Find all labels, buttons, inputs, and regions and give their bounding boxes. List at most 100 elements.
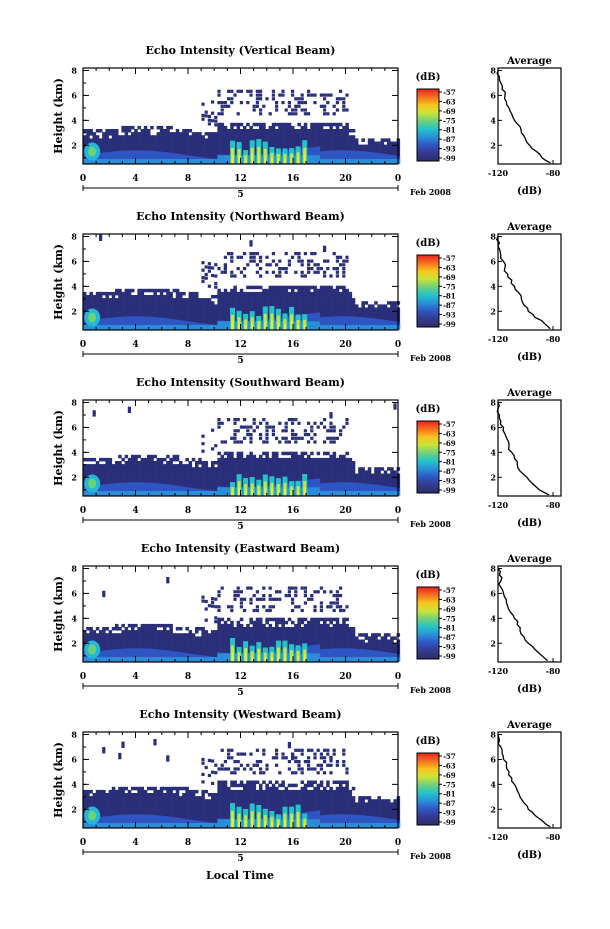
echo-cell [262,135,266,139]
echo-cell [246,304,250,308]
echo-cell [310,252,314,256]
echo-cell [179,138,183,142]
echo-cell [175,479,180,484]
echo-cell [220,101,224,105]
echo-cell [153,467,157,471]
echo-cell [159,313,164,318]
echo-cell [387,150,391,155]
echo-cell [185,313,189,318]
echo-cell [345,298,349,302]
echo-cell [268,132,273,136]
echo-cell [335,147,340,152]
echo-cell [195,132,199,136]
echo-cell [172,479,177,484]
echo-cell [323,112,327,116]
echo-cell [195,485,199,490]
echo-spike [244,324,247,330]
echo-cell [175,310,180,315]
echo-cell [249,93,253,97]
echo-cell [172,457,177,462]
echo-cell [335,138,340,142]
echo-cell [195,310,199,315]
echo-cell [316,451,321,456]
echo-cell [188,147,193,152]
echo-cell [86,470,90,474]
echo-cell [201,319,205,324]
echo-cell [281,267,285,271]
echo-cell [262,298,266,302]
echo-cell [217,313,221,318]
echo-cell [204,485,209,490]
echo-cell [169,307,173,311]
echo-cell [169,461,173,465]
echo-cell [339,476,343,481]
echo-cell [198,310,202,315]
y-tick-label: 4 [71,115,77,125]
echo-cell [214,132,218,136]
echo-cell [83,325,87,330]
echo-cell [175,464,180,468]
echo-cell [211,467,215,471]
echo-cell [249,301,253,305]
echo-cell [153,151,157,164]
colorbar-tick-label: -99 [443,154,456,163]
echo-cell [259,93,263,97]
echo-cell [329,421,333,425]
echo-cell [233,291,237,296]
echo-cell [223,440,227,444]
echo-cell [284,288,289,293]
echo-cell [108,317,113,330]
echo-cell [332,473,337,477]
echo-cell [246,425,250,429]
echo-cell [316,307,321,311]
echo-cell [255,285,260,290]
echo-cell [326,451,330,456]
echo-cell [137,125,141,130]
echo-cell [329,150,333,164]
echo-cell [307,132,311,136]
echo-cell [134,298,138,302]
echo-cell [335,285,340,290]
echo-cell [329,304,333,308]
echo-cell [124,288,129,293]
echo-cell [275,470,279,474]
echo-cell [291,135,295,139]
echo-cell [105,484,109,496]
echo-cell [121,642,125,647]
echo-cell [380,153,385,164]
echo-cell [195,307,199,311]
echo-cell [393,307,397,311]
echo-cell [390,310,394,315]
echo-cell [169,479,173,484]
echo-cell [294,138,298,142]
echo-cell [223,470,228,474]
echo-cell [342,150,346,164]
echo-cell [339,310,343,315]
echo-cell [220,487,225,496]
echo-cell [143,310,148,315]
echo-cell [99,476,103,481]
echo-cell [287,418,291,422]
echo-cell [310,138,314,142]
x-tick-label: 8 [185,174,191,184]
echo-cell [172,313,177,318]
echo-cell [207,114,211,118]
y-tick-label: 8 [71,231,77,241]
avg-y-tick-label: 4 [490,115,496,125]
echo-cell [105,639,109,643]
echo-cell [262,295,266,299]
x-tick-label: 20 [339,506,352,516]
echo-spike [231,491,234,496]
echo-cell [108,325,113,330]
echo-cell [393,470,397,474]
echo-cell [159,473,164,477]
echo-cell [326,129,330,133]
echo-cell [207,150,212,155]
echo-cell [249,135,253,139]
echo-cell [166,484,170,496]
x-tick-label: 16 [287,174,300,184]
echo-cell [179,467,183,471]
echo-cell [166,125,170,130]
echo-cell [156,317,161,330]
echo-cell [143,288,148,293]
